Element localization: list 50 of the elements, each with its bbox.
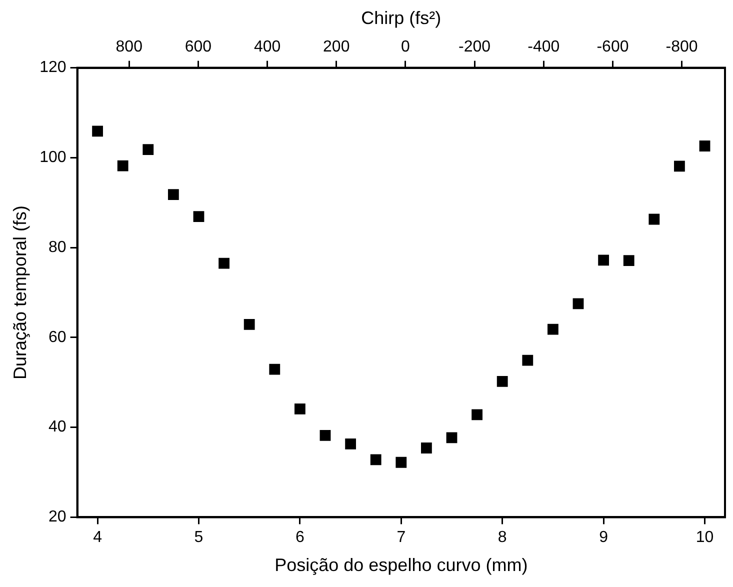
y-axis-title: Duração temporal (fs) — [10, 205, 30, 380]
x2-tick-label: 0 — [401, 38, 410, 56]
x-tick-label: 6 — [295, 529, 304, 546]
x2-tick-label: -600 — [596, 38, 629, 56]
point — [396, 456, 407, 468]
point — [92, 126, 103, 137]
point — [218, 258, 230, 269]
x-tick-label: 8 — [498, 529, 507, 546]
x2-tick-label: -200 — [458, 38, 491, 56]
x-tick-label: 5 — [194, 529, 204, 546]
point — [598, 254, 610, 266]
point — [572, 298, 584, 310]
x2-tick-label: 200 — [323, 38, 350, 56]
y-tick-label: 80 — [48, 238, 66, 256]
point — [674, 160, 685, 172]
point — [522, 354, 534, 366]
y-tick-label: 60 — [48, 328, 66, 346]
point — [496, 376, 508, 387]
point — [269, 364, 280, 375]
point — [117, 160, 128, 172]
point — [193, 211, 204, 222]
x2-axis-title: Chirp (fs²) — [361, 8, 442, 28]
point — [142, 144, 154, 156]
y-tick-label: 100 — [40, 149, 66, 166]
x2-tick-label: -400 — [528, 38, 560, 56]
point — [168, 189, 179, 200]
point — [294, 403, 306, 414]
point — [623, 255, 634, 266]
point — [345, 438, 356, 450]
x2-tick-label: -800 — [666, 38, 698, 56]
x-tick-label: 10 — [696, 529, 714, 546]
x2-tick-label: 600 — [184, 38, 212, 56]
point — [699, 140, 710, 152]
point — [548, 324, 558, 335]
x-tick-label: 4 — [93, 529, 102, 546]
x-tick-label: 9 — [599, 529, 608, 546]
x-tick-label: 7 — [396, 529, 406, 546]
x-axis-title: Posição do espelho curvo (mm) — [274, 555, 528, 576]
x2-tick-label: 400 — [254, 38, 281, 56]
y-tick-label: 40 — [48, 418, 66, 436]
x2-tick-label: 800 — [116, 38, 143, 56]
point — [472, 409, 482, 420]
point — [421, 442, 432, 454]
point — [648, 214, 660, 225]
y-tick-label: 120 — [40, 59, 66, 76]
point — [370, 454, 382, 466]
point — [244, 318, 255, 330]
point — [446, 432, 458, 444]
point — [320, 430, 331, 441]
y-tick-label: 20 — [48, 508, 66, 526]
